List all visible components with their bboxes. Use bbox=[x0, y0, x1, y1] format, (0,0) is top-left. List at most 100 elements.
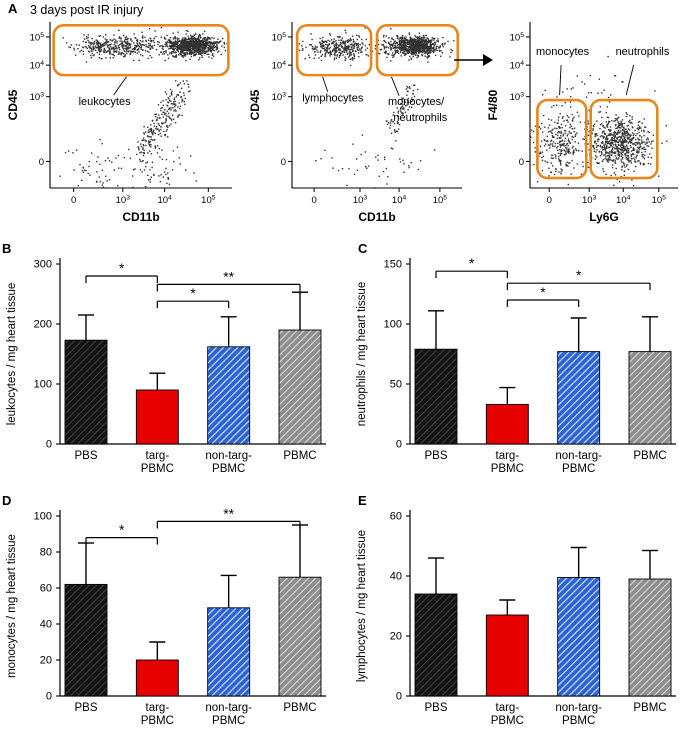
bar-PBMC bbox=[278, 329, 322, 445]
y-tick-label: 40 bbox=[390, 571, 402, 583]
y-tick-label: 105 bbox=[272, 32, 287, 44]
gate-leukocytes bbox=[52, 24, 230, 77]
y-axis-title: F4/80 bbox=[486, 89, 500, 120]
panel-a-title: 3 days post IR injury bbox=[30, 3, 144, 17]
y-tick-label: 104 bbox=[510, 60, 525, 72]
bar-non-targ-PBMC bbox=[557, 577, 601, 697]
y-tick-label: 103 bbox=[510, 92, 525, 104]
x-category-label: non-targ- bbox=[555, 702, 602, 714]
arrow-head bbox=[483, 54, 493, 66]
gate-arrow-icon bbox=[454, 54, 493, 66]
x-category-label: PBMC bbox=[141, 463, 174, 475]
y-axis-title: CD45 bbox=[248, 89, 262, 120]
bar-targ-PBMC bbox=[485, 403, 529, 445]
x-category-label: PBMC bbox=[141, 715, 174, 727]
significance-label: * bbox=[119, 522, 125, 538]
y-tick-label: 103 bbox=[272, 92, 287, 104]
flow-plot-cd45-cd11b-subsets: 0 103 104 105 0 103 104 105 CD11b CD45 lymphocytes… bbox=[248, 22, 462, 224]
scatter-points bbox=[530, 55, 668, 187]
y-tick-label: 0 bbox=[281, 157, 286, 168]
bar-non-targ-PBMC bbox=[557, 351, 601, 445]
bar-PBS bbox=[64, 583, 108, 697]
x-category-label: targ- bbox=[146, 450, 170, 462]
x-axis-title: Ly6G bbox=[589, 210, 619, 224]
y-axis-title: leukocytes / mg heart tissue bbox=[6, 283, 18, 426]
y-tick-label: 300 bbox=[34, 259, 52, 271]
y-tick-label: 103 bbox=[30, 92, 45, 104]
significance-label: ** bbox=[223, 505, 234, 521]
panel-label-c: C bbox=[358, 241, 368, 256]
y-tick-label: 100 bbox=[34, 511, 52, 523]
y-tick-label: 150 bbox=[384, 259, 402, 271]
bar-PBMC bbox=[628, 578, 672, 697]
x-axis-title: CD11b bbox=[122, 210, 159, 224]
x-category-label: targ- bbox=[496, 702, 520, 714]
gate-label-pointer bbox=[625, 65, 635, 96]
significance-label: * bbox=[540, 284, 546, 300]
x-category-label: PBMC bbox=[562, 715, 595, 727]
y-axis-title: monocytes / mg heart tissue bbox=[6, 534, 18, 678]
gate-label-pointer bbox=[322, 76, 329, 92]
scatter-points bbox=[59, 26, 228, 189]
x-category-label: PBMC bbox=[633, 702, 666, 714]
y-tick-label: 0 bbox=[396, 691, 402, 703]
y-tick-label: 105 bbox=[30, 32, 45, 44]
y-tick-label: 60 bbox=[390, 511, 402, 523]
x-tick-label: 103 bbox=[353, 194, 368, 206]
x-tick-label: 104 bbox=[157, 194, 172, 206]
significance-label: * bbox=[190, 285, 196, 301]
x-category-label: PBS bbox=[74, 702, 97, 714]
x-tick-label: 104 bbox=[616, 194, 631, 206]
y-tick-label: 80 bbox=[40, 547, 52, 559]
gate-label-pointer bbox=[559, 65, 562, 96]
x-tick-label: 105 bbox=[652, 194, 667, 206]
panel-label-a: A bbox=[8, 1, 18, 16]
bar-targ-PBMC bbox=[135, 389, 179, 445]
y-tick-label: 104 bbox=[30, 60, 45, 72]
flow-plot-f480-ly6g: 0 103 104 105 0 103 104 105 Ly6G F4/80 monocytes ne… bbox=[486, 22, 678, 224]
gate-label: neutrophils bbox=[616, 46, 670, 58]
bar-targ-PBMC bbox=[485, 614, 529, 697]
bar-PBMC bbox=[278, 576, 322, 697]
y-tick-label: 0 bbox=[39, 157, 44, 168]
x-tick-label: 105 bbox=[433, 194, 448, 206]
x-category-label: non-targ- bbox=[555, 450, 602, 462]
gate-label: leukocytes bbox=[79, 96, 131, 108]
significance-label: * bbox=[469, 255, 475, 271]
y-tick-label: 20 bbox=[390, 631, 402, 643]
bar-chart-lymphocytes: 0 20 40 60 lymphocytes / mg heart tissue PBS t… bbox=[356, 510, 676, 727]
y-tick-label: 50 bbox=[390, 379, 402, 391]
gate-lymphocytes bbox=[295, 24, 373, 77]
x-tick-label: 103 bbox=[582, 194, 597, 206]
gate-neutrophils bbox=[589, 98, 659, 180]
x-category-label: PBMC bbox=[491, 463, 524, 475]
y-axis-title: CD45 bbox=[6, 89, 20, 120]
y-tick-label: 100 bbox=[384, 319, 402, 331]
panel-label-d: D bbox=[2, 493, 12, 508]
significance-label: * bbox=[576, 267, 582, 283]
bar-PBS bbox=[414, 348, 458, 445]
gate-label-pointer bbox=[391, 76, 400, 97]
x-category-label: PBMC bbox=[212, 463, 245, 475]
x-category-label: PBS bbox=[74, 450, 97, 462]
panel-label-b: B bbox=[2, 241, 12, 256]
bar-chart-leukocytes: 0 100 200 300 leukocytes / mg heart tissue PB… bbox=[6, 258, 326, 475]
y-tick-label: 0 bbox=[46, 439, 52, 451]
gate-label-pointer bbox=[113, 76, 127, 96]
significance-label: * bbox=[119, 260, 125, 276]
gate-label: lymphocytes bbox=[302, 93, 364, 105]
y-tick-label: 40 bbox=[40, 619, 52, 631]
panel-label-e: E bbox=[358, 493, 367, 508]
gate-label: neutrophils bbox=[393, 112, 447, 124]
bar-chart-monocytes: 0 20 40 60 80 100 monocytes / mg heart tissue P… bbox=[6, 505, 326, 727]
x-category-label: targ- bbox=[496, 450, 520, 462]
x-category-label: PBMC bbox=[212, 715, 245, 727]
y-tick-label: 60 bbox=[40, 583, 52, 595]
bar-non-targ-PBMC bbox=[207, 607, 251, 697]
x-category-label: PBMC bbox=[491, 715, 524, 727]
y-tick-label: 0 bbox=[46, 691, 52, 703]
bar-non-targ-PBMC bbox=[207, 346, 251, 445]
y-tick-label: 0 bbox=[519, 157, 524, 168]
bar-chart-neutrophils: 0 50 100 150 neutrophils / mg heart tissue PB… bbox=[356, 255, 676, 475]
